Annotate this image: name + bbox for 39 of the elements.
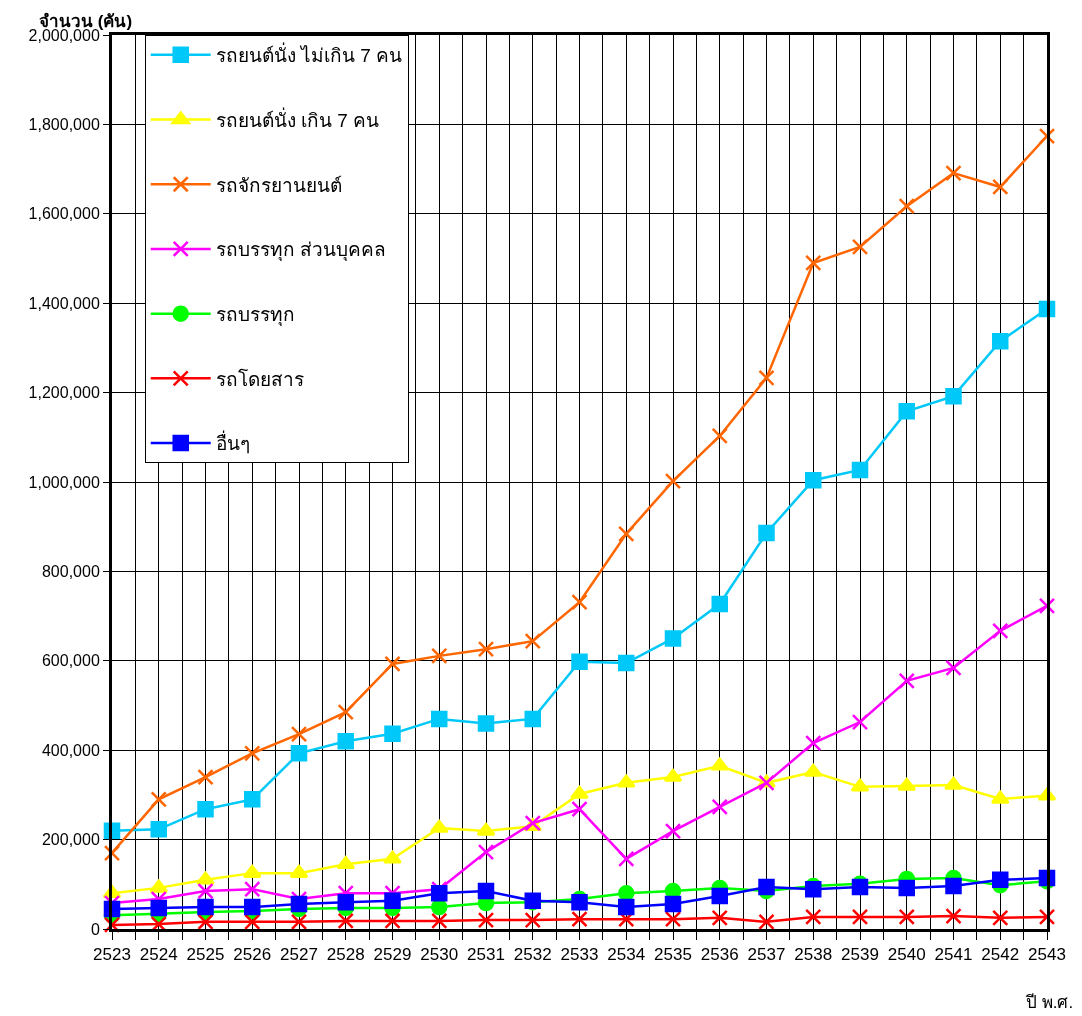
legend-label: รถยนต์นั่ง ไม่เกิน 7 คน xyxy=(215,42,403,67)
x-tick-label: 2531 xyxy=(467,945,505,965)
y-tick-label: 0 xyxy=(90,920,100,938)
x-tick-label: 2536 xyxy=(700,945,739,965)
legend-label: รถบรรทุก xyxy=(215,304,295,328)
legend-label: อื่นๆ xyxy=(215,430,250,455)
y-tick-label: 600,000 xyxy=(41,652,100,670)
x-tick-label: 2523 xyxy=(93,945,131,965)
y-tick-label: 1,600,000 xyxy=(28,205,100,223)
x-tick-label: 2537 xyxy=(747,945,786,965)
x-tick-label: 2525 xyxy=(186,945,225,965)
y-tick-label: 1,000,000 xyxy=(28,473,100,491)
legend-label: รถบรรทุก ส่วนบุคคล xyxy=(215,239,387,263)
x-tick-label: 2539 xyxy=(841,945,879,965)
x-tick-label: 2542 xyxy=(981,945,1020,965)
legend-label: รถยนต์นั่ง เกิน 7 คน xyxy=(215,106,380,131)
x-tick-label: 2532 xyxy=(513,945,552,965)
x-axis-title: ปี พ.ศ. xyxy=(1025,993,1074,1012)
x-tick-label: 2527 xyxy=(280,945,318,965)
legend-label: รถโดยสาร xyxy=(215,367,304,390)
x-tick-label: 2529 xyxy=(373,945,412,965)
x-tick-label: 2543 xyxy=(1028,945,1066,965)
y-tick-label: 1,800,000 xyxy=(28,116,100,133)
y-tick-label: 200,000 xyxy=(41,831,100,849)
x-tick-label: 2541 xyxy=(934,945,973,965)
y-tick-label: 1,400,000 xyxy=(28,294,100,312)
legend-label: รถจักรยานยนต์ xyxy=(215,174,342,196)
x-tick-label: 2534 xyxy=(607,945,646,965)
x-tick-label: 2533 xyxy=(560,945,599,965)
y-tick-label: 400,000 xyxy=(41,741,100,759)
y-tick-label: 1,200,000 xyxy=(28,384,100,402)
x-tick-label: 2538 xyxy=(794,945,833,965)
x-tick-label: 2526 xyxy=(233,945,272,965)
y-tick-label: 800,000 xyxy=(41,563,100,580)
x-tick-label: 2530 xyxy=(420,945,459,965)
x-tick-label: 2535 xyxy=(654,945,692,965)
x-tick-label: 2528 xyxy=(326,945,365,965)
x-tick-label: 2524 xyxy=(139,945,178,965)
x-tick-label: 2540 xyxy=(887,945,926,965)
